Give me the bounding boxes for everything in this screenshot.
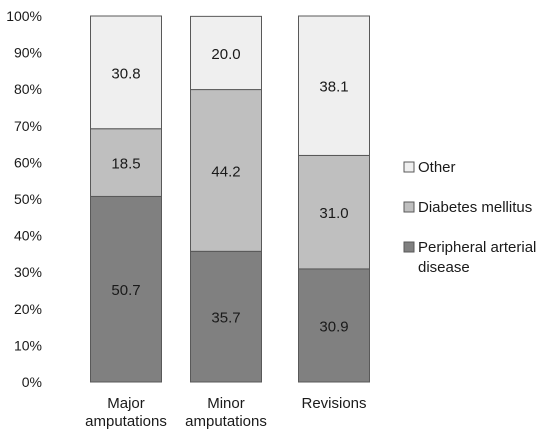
bar-other <box>90 15 162 130</box>
bar-other <box>190 15 262 91</box>
data-labels: 50.7 18.5 30.8 35.7 44.2 20.0 30.9 31.0 38.1 <box>111 46 348 335</box>
data-label: 30.9 <box>319 318 348 335</box>
data-label: 20.0 <box>211 46 240 63</box>
legend-swatch-peripheral-arterial-disease <box>403 241 415 253</box>
legend-label-diabetes-mellitus: Diabetes mellitus <box>418 199 532 216</box>
data-label: 30.8 <box>111 65 140 82</box>
y-tick-label: 40% <box>14 228 42 244</box>
x-axis-labels: Major amputations Minor amputations Revision… <box>85 395 366 430</box>
legend: Other Diabetes mellitus Peripheral arteria… <box>403 159 536 276</box>
data-label: 18.5 <box>111 156 140 173</box>
y-tick-label: 0% <box>22 374 42 390</box>
bar-peripheral-arterial-disease <box>298 268 370 383</box>
y-tick-label: 30% <box>14 264 42 280</box>
x-tick-label: Major amputations <box>85 395 167 430</box>
bar-diabetes-mellitus <box>298 154 370 270</box>
bars <box>90 15 370 383</box>
y-tick-label: 100% <box>6 8 42 24</box>
y-tick-label: 50% <box>14 191 42 207</box>
data-label: 38.1 <box>319 79 348 96</box>
bar-peripheral-arterial-disease <box>90 195 162 383</box>
x-tick-label: Revisions <box>301 395 366 412</box>
legend-swatch-other <box>403 161 415 173</box>
bar-other <box>298 15 370 156</box>
y-tick-label: 20% <box>14 301 42 317</box>
y-tick-label: 60% <box>14 154 42 170</box>
data-label: 35.7 <box>211 310 240 327</box>
y-tick-label: 70% <box>14 118 42 134</box>
y-tick-label: 10% <box>14 337 42 353</box>
data-label: 44.2 <box>211 163 240 180</box>
data-label: 50.7 <box>111 282 140 299</box>
data-label: 31.0 <box>319 205 348 222</box>
bar-diabetes-mellitus <box>190 89 262 252</box>
x-tick-label: Minor amputations <box>185 395 267 430</box>
y-tick-label: 90% <box>14 45 42 61</box>
y-axis: 0% 10% 20% 30% 40% 50% 60% 70% 80% 90% 100% <box>6 8 42 390</box>
bar-diabetes-mellitus <box>90 128 162 197</box>
legend-label-other: Other <box>418 159 456 176</box>
legend-swatch-diabetes-mellitus <box>403 201 415 213</box>
bar-peripheral-arterial-disease <box>190 250 262 383</box>
legend-label-peripheral-arterial-disease: Peripheral arterial disease <box>418 239 536 276</box>
y-tick-label: 80% <box>14 81 42 97</box>
